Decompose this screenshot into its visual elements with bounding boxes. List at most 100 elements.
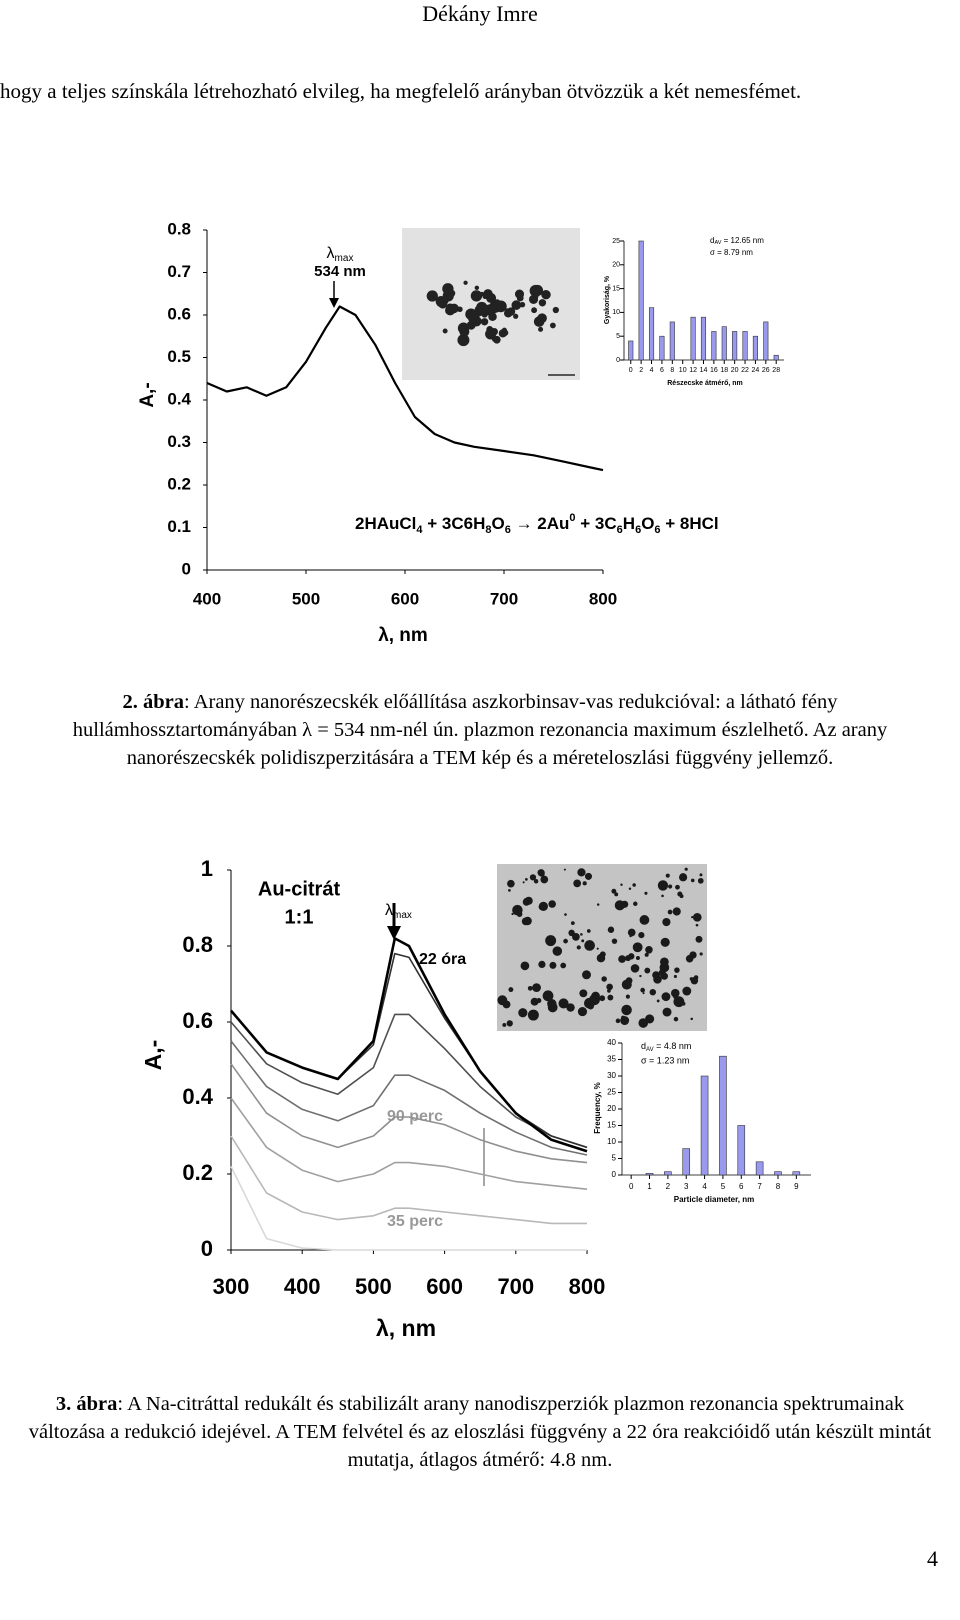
histogram-bar	[645, 1173, 654, 1176]
particle	[625, 955, 631, 962]
particle	[566, 1003, 575, 1012]
particle	[548, 900, 556, 908]
particle	[674, 967, 680, 973]
particle	[601, 976, 607, 982]
particle	[538, 903, 545, 911]
particle	[623, 980, 628, 985]
x-tick-label: 14	[700, 367, 708, 374]
histogram-bar	[721, 326, 727, 361]
y-tick-label: 15	[607, 1121, 616, 1130]
histogram-bar	[742, 331, 748, 361]
particle	[457, 334, 470, 347]
page-number: 4	[927, 1546, 938, 1571]
y-tick-label: 20	[607, 1104, 616, 1113]
particle	[614, 892, 619, 897]
particle	[699, 952, 703, 956]
x-tick-label: 600	[391, 589, 419, 608]
x-tick-label: 8	[670, 367, 674, 374]
particle	[558, 998, 569, 1009]
x-tick-label: 16	[710, 367, 718, 374]
particle	[607, 994, 614, 1001]
particle	[596, 903, 600, 906]
arrow-head	[329, 298, 339, 308]
x-tick-label: 26	[762, 367, 770, 374]
particle	[563, 868, 566, 871]
particle	[520, 961, 530, 971]
particle	[522, 881, 525, 884]
particle	[638, 1018, 649, 1028]
particle	[480, 318, 489, 326]
particle	[656, 999, 660, 1003]
particle	[511, 912, 514, 916]
particle	[662, 917, 671, 927]
particle	[521, 917, 530, 926]
histogram-bar	[628, 340, 634, 361]
particle	[621, 900, 629, 908]
histogram-bar	[737, 1125, 746, 1176]
particle	[513, 313, 519, 319]
x-tick-label: 700	[497, 1274, 534, 1299]
particle	[645, 946, 653, 954]
x-tick-label: 400	[193, 589, 221, 608]
particle	[685, 954, 694, 963]
y-axis-label: A,-	[137, 382, 158, 407]
particle	[507, 879, 515, 888]
particle	[673, 974, 677, 978]
particle	[506, 1020, 513, 1027]
y-tick-label: 0.4	[167, 389, 191, 408]
particle	[570, 921, 575, 926]
particle	[523, 897, 530, 904]
spectrum-line	[230, 1097, 588, 1190]
particle	[695, 935, 703, 943]
histogram-bar	[732, 331, 738, 361]
particle	[527, 1009, 539, 1021]
x-tick-label: 20	[731, 367, 739, 374]
particle	[611, 888, 617, 894]
particle	[540, 875, 549, 884]
particle	[538, 299, 547, 307]
running-header: Dékány Imre	[422, 1, 538, 26]
particle	[519, 301, 526, 308]
particle	[690, 878, 695, 883]
figure-caption: 2. ábra: Arany nanorészecskék előállítás…	[18, 688, 942, 772]
x-tick-label: 1	[647, 1182, 652, 1191]
histogram-bar	[690, 316, 696, 361]
particle	[549, 322, 556, 329]
x-axis-label: λ, nm	[376, 1315, 436, 1341]
particle	[586, 929, 591, 933]
particle	[576, 945, 581, 950]
arrow-head	[387, 926, 401, 940]
spectrum-line	[230, 1040, 588, 1156]
particle	[673, 1016, 679, 1022]
particle	[564, 913, 567, 916]
particle	[607, 926, 615, 933]
particle	[486, 293, 497, 304]
histogram-bar	[638, 240, 644, 361]
y-tick-label: 0.1	[167, 517, 191, 536]
particle	[508, 987, 514, 993]
particle	[552, 306, 559, 314]
particle	[582, 881, 587, 886]
x-tick-label: 2	[666, 1182, 671, 1191]
particle	[549, 961, 557, 969]
spectrum-line	[230, 1166, 587, 1251]
particle	[625, 994, 630, 999]
particle	[525, 878, 528, 881]
y-tick-label: 0	[616, 357, 620, 364]
x-tick-label: 600	[426, 1274, 463, 1299]
particle	[541, 289, 551, 300]
particle	[665, 873, 670, 878]
particle	[547, 1002, 558, 1013]
curve-label: 22 óra	[419, 951, 466, 968]
x-tick-label: 0	[629, 1182, 634, 1191]
particle	[695, 923, 699, 927]
particle	[678, 873, 688, 882]
particle	[533, 316, 545, 327]
particle	[457, 322, 470, 334]
x-tick-label: 6	[660, 367, 664, 374]
particle	[538, 326, 544, 332]
y-tick-label: 0	[182, 559, 191, 578]
particle	[652, 971, 660, 979]
particle	[474, 307, 484, 317]
